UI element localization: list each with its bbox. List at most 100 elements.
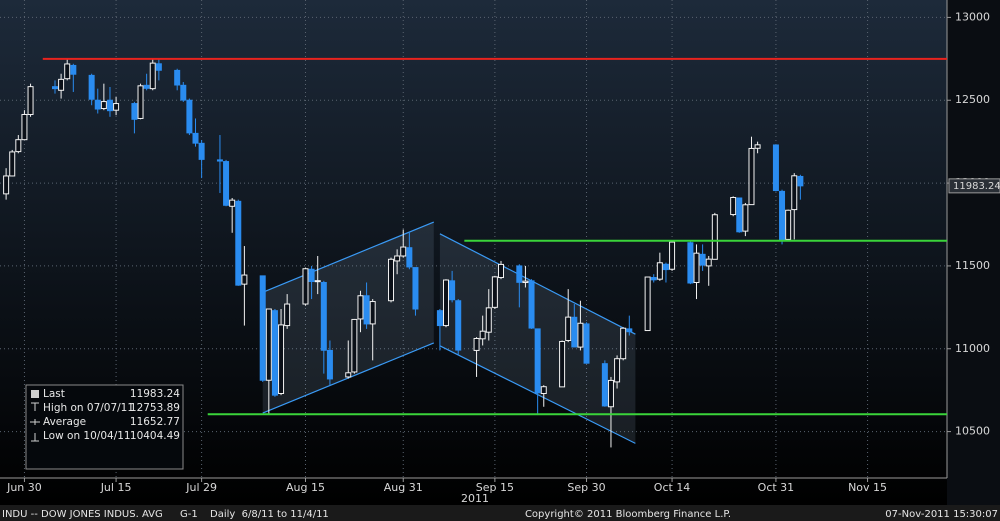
y-tick-label: 12500: [955, 93, 990, 106]
candle-body: [742, 204, 749, 232]
candle-body: [516, 265, 523, 283]
footer: INDU -- DOW JONES INDUS. AVG G-1 Daily 6…: [0, 505, 1000, 521]
candle-body: [669, 241, 676, 270]
candle-body: [241, 274, 248, 285]
legend-icon: [31, 433, 39, 442]
candle-body: [620, 327, 627, 360]
candle-body: [443, 279, 450, 327]
candle-body: [607, 379, 614, 408]
legend-value: 10404.49: [130, 430, 180, 442]
channel-line: [262, 221, 435, 293]
candle-body: [320, 281, 327, 351]
candle-body: [779, 190, 786, 241]
candle-body: [284, 303, 291, 327]
axis-background: [947, 0, 1000, 505]
footer-copyright: Copyright© 2011 Bloomberg Finance L.P.: [525, 509, 731, 520]
candle-body: [64, 63, 71, 80]
candle-body: [58, 78, 65, 91]
candle-body: [143, 84, 150, 89]
x-tick-label: Oct 14: [654, 481, 691, 494]
candle-body: [736, 197, 743, 233]
legend-icon: [31, 402, 39, 411]
candle-body: [302, 268, 309, 305]
candle-body: [198, 142, 205, 160]
candle-body: [9, 151, 16, 177]
candle-body: [412, 267, 419, 310]
candle-body: [650, 277, 657, 281]
x-tick-label: Aug 31: [384, 481, 423, 494]
candle-body: [571, 316, 578, 348]
footer-page: G-1: [180, 509, 198, 520]
candle-body: [174, 69, 181, 86]
legend: [25, 384, 184, 470]
legend-icon: [31, 390, 39, 398]
last-price-box: [948, 178, 1000, 194]
candle-body: [705, 258, 712, 267]
x-tick-label: Jul 29: [185, 481, 217, 494]
candle-body: [473, 337, 480, 351]
legend-label: Last: [43, 388, 65, 400]
candle-body: [155, 63, 162, 71]
candle-body: [791, 175, 798, 211]
candle-body: [522, 280, 529, 283]
candle-body: [656, 262, 663, 280]
legend-value: 11652.77: [130, 416, 180, 428]
candle-body: [583, 323, 590, 364]
candle-body: [436, 310, 443, 327]
candle-body: [400, 246, 407, 257]
candle-body: [271, 310, 278, 396]
footer-bar: [0, 505, 1000, 521]
candle-body: [644, 276, 651, 332]
candle-body: [70, 64, 77, 75]
candle-body: [357, 295, 364, 320]
candle-body: [565, 316, 572, 341]
candle-body: [577, 322, 584, 348]
candle-body: [601, 363, 608, 407]
legend-icon: [30, 419, 40, 425]
legend-label: Low on 10/04/11: [43, 430, 131, 442]
candle-body: [223, 161, 230, 206]
candle-body: [406, 247, 413, 268]
candle-body: [149, 62, 156, 90]
candle-body: [265, 308, 272, 381]
candle-body: [314, 280, 321, 283]
channel-line: [439, 233, 636, 335]
candle-body: [614, 358, 621, 383]
candle-body: [3, 175, 10, 195]
candle-body: [229, 199, 236, 207]
candle-body: [94, 99, 101, 110]
y-tick-label: 11500: [955, 259, 990, 272]
candle-body: [51, 86, 58, 90]
candle-body: [693, 252, 700, 283]
candle-body: [192, 132, 199, 144]
x-tick-label: Nov 15: [848, 481, 887, 494]
candle-body: [186, 99, 193, 134]
x-tick-label: Sep 30: [567, 481, 605, 494]
y-tick-label: 11000: [955, 342, 990, 355]
legend-label: Average: [43, 416, 86, 428]
y-tick-label: 13000: [955, 10, 990, 23]
candle-body: [27, 86, 34, 115]
candle-body: [88, 74, 95, 100]
candle-body: [21, 113, 28, 141]
candle-body: [748, 147, 755, 206]
candle-body: [687, 242, 694, 284]
candle-body: [351, 318, 358, 373]
candle-body: [711, 214, 718, 260]
legend-label: High on 07/07/11: [43, 402, 134, 414]
candle-body: [326, 349, 333, 380]
footer-range: Daily 6/8/11 to 11/4/11: [210, 509, 329, 520]
legend-value: 11983.24: [130, 388, 180, 400]
candle-body: [528, 280, 535, 329]
x-tick-label: Jun 30: [6, 481, 42, 494]
candle-body: [216, 159, 223, 162]
candle-body: [772, 144, 779, 192]
candle-body: [278, 324, 285, 395]
candle-body: [540, 386, 547, 395]
candle-body: [559, 340, 566, 388]
candle-body: [15, 139, 22, 153]
last-price-label: 11983.24: [953, 181, 1000, 192]
candle-body: [497, 263, 504, 279]
x-tick-label: Aug 15: [286, 481, 325, 494]
